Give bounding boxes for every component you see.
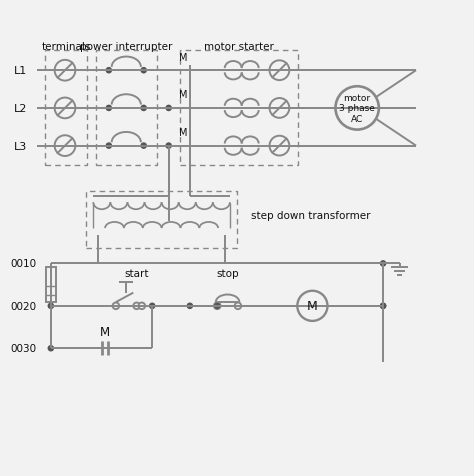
Text: 0010: 0010	[10, 259, 36, 269]
Bar	[45, 51, 87, 166]
Circle shape	[141, 106, 146, 111]
Text: M: M	[179, 53, 188, 63]
Bar	[86, 192, 237, 248]
Circle shape	[141, 144, 146, 149]
Circle shape	[138, 303, 145, 309]
Text: motor
3 phase
AC: motor 3 phase AC	[339, 94, 375, 124]
Circle shape	[235, 303, 241, 309]
Circle shape	[166, 106, 171, 111]
Text: M: M	[179, 128, 188, 138]
Circle shape	[106, 69, 111, 74]
Text: start: start	[124, 269, 149, 279]
Text: motor starter: motor starter	[204, 41, 274, 51]
Bar	[181, 51, 298, 166]
Circle shape	[106, 144, 111, 149]
Circle shape	[214, 303, 220, 309]
Text: terminals: terminals	[41, 41, 91, 51]
Circle shape	[150, 304, 155, 309]
Text: M: M	[179, 90, 188, 100]
Text: 0020: 0020	[10, 301, 36, 311]
Text: L1: L1	[14, 66, 27, 76]
Text: stop: stop	[216, 269, 239, 279]
Text: M: M	[307, 300, 318, 313]
Circle shape	[215, 304, 220, 309]
Circle shape	[113, 303, 119, 309]
Circle shape	[106, 106, 111, 111]
Text: L3: L3	[14, 141, 27, 151]
Text: M: M	[100, 325, 110, 338]
Circle shape	[166, 144, 171, 149]
Bar	[46, 268, 56, 303]
Circle shape	[381, 304, 386, 309]
Circle shape	[141, 69, 146, 74]
Text: power interrupter: power interrupter	[80, 41, 173, 51]
Bar	[96, 51, 157, 166]
Text: step down transformer: step down transformer	[251, 211, 371, 221]
Circle shape	[48, 346, 54, 351]
Text: 0030: 0030	[10, 344, 36, 354]
Circle shape	[381, 261, 386, 267]
Circle shape	[133, 303, 140, 309]
Circle shape	[187, 304, 192, 309]
Circle shape	[381, 304, 386, 309]
Circle shape	[48, 304, 54, 309]
Text: L2: L2	[14, 104, 27, 114]
